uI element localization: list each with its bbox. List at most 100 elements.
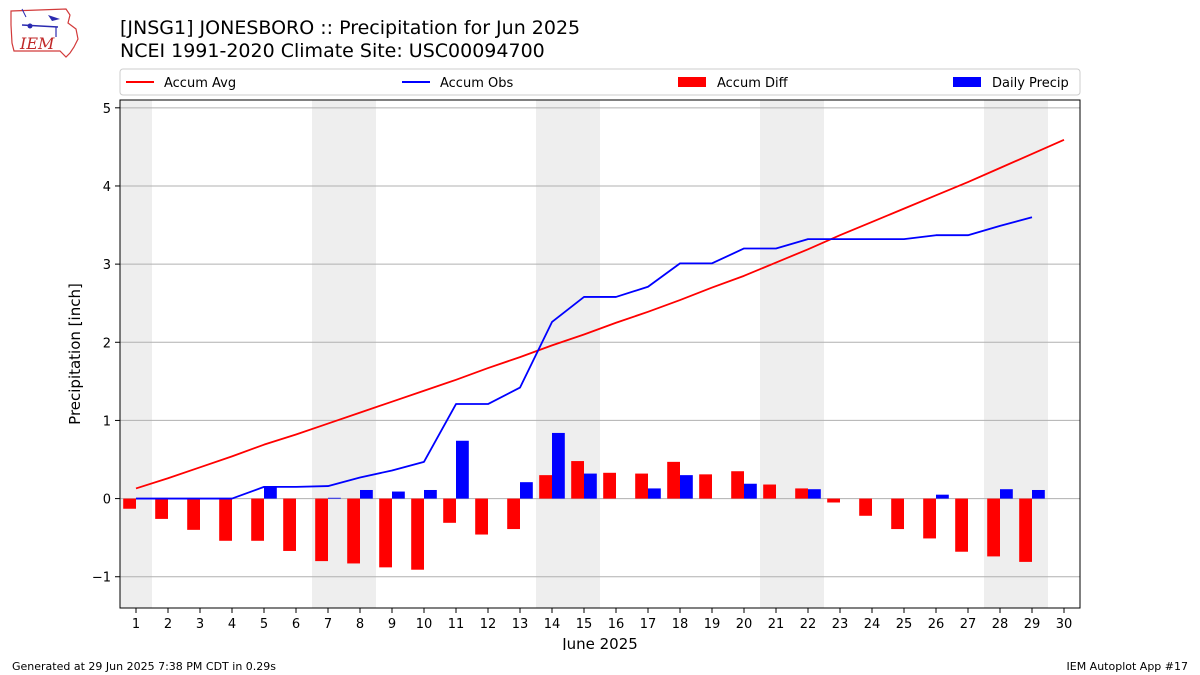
daily-precip-bar-10 <box>424 489 437 499</box>
x-tick-label: 23 <box>832 617 849 632</box>
weekend-shade-2 <box>536 100 600 608</box>
accum-diff-bar-14 <box>539 475 552 499</box>
x-tick-label: 19 <box>704 617 721 632</box>
daily-precip-bar-14 <box>552 432 565 499</box>
generated-timestamp: Generated at 29 Jun 2025 7:38 PM CDT in … <box>12 660 277 673</box>
accum-diff-bar-21 <box>763 484 776 499</box>
daily-precip-bar-5 <box>264 486 277 499</box>
x-tick-label: 20 <box>736 617 753 632</box>
legend-label-daily-precip: Daily Precip <box>992 76 1069 91</box>
x-tick-label: 2 <box>164 617 172 632</box>
bars <box>123 432 1045 570</box>
legend-swatch-daily-precip <box>953 77 981 87</box>
y-tick-label: 2 <box>103 336 111 351</box>
x-tick-label: 14 <box>544 617 561 632</box>
daily-precip-bar-8 <box>360 489 373 499</box>
y-tick-label: −1 <box>92 571 111 586</box>
y-axis-label: Precipitation [inch] <box>66 283 84 425</box>
x-tick-label: 21 <box>768 617 785 632</box>
x-tick-label: 22 <box>800 617 817 632</box>
weekend-shade-0 <box>120 100 152 608</box>
x-tick-label: 10 <box>416 617 433 632</box>
daily-precip-bar-26 <box>936 494 949 499</box>
x-tick-label: 28 <box>992 617 1009 632</box>
x-tick-label: 12 <box>480 617 497 632</box>
iem-logo: IEM <box>10 8 79 58</box>
x-tick-label: 26 <box>928 617 945 632</box>
daily-precip-bar-11 <box>456 440 469 499</box>
y-tick-label: 0 <box>103 493 111 508</box>
x-tick-label: 4 <box>228 617 236 632</box>
accum-diff-bar-19 <box>699 474 712 499</box>
accum-diff-bar-1 <box>123 498 136 509</box>
legend-swatch-accum-diff <box>678 77 706 87</box>
y-tick-label: 3 <box>103 258 111 273</box>
accum-diff-bar-12 <box>475 498 488 535</box>
daily-precip-bar-29 <box>1032 489 1045 499</box>
accum-diff-bar-18 <box>667 461 680 499</box>
x-axis-label: June 2025 <box>561 635 638 650</box>
accum-diff-bar-20 <box>731 471 744 499</box>
accum-diff-bar-4 <box>219 498 232 541</box>
logo-text: IEM <box>19 34 55 53</box>
x-tick-label: 5 <box>260 617 268 632</box>
accum-diff-bar-3 <box>187 498 200 530</box>
x-tick-label: 11 <box>448 617 465 632</box>
accum-diff-bar-2 <box>155 498 168 519</box>
accum-diff-bar-10 <box>411 498 424 570</box>
weekend-shade-3 <box>760 100 824 608</box>
accum-avg-line <box>135 139 1065 490</box>
grid-lines <box>120 107 1080 578</box>
accum-diff-bar-22 <box>795 488 808 499</box>
x-tick-label: 29 <box>1024 617 1041 632</box>
chart-subtitle: NCEI 1991-2020 Climate Site: USC00094700 <box>120 40 545 62</box>
daily-precip-bar-17 <box>648 488 661 499</box>
legend-label-accum-diff: Accum Diff <box>717 76 789 91</box>
x-tick-label: 18 <box>672 617 689 632</box>
legend-box <box>119 68 1081 96</box>
accum-diff-bar-27 <box>955 498 968 552</box>
x-tick-label: 1 <box>132 617 140 632</box>
x-tick-label: 7 <box>324 617 332 632</box>
legend-label-accum-obs: Accum Obs <box>440 76 513 91</box>
accum-diff-bar-7 <box>315 498 328 562</box>
accum-diff-bar-28 <box>987 498 1000 557</box>
accum-diff-bar-23 <box>827 498 840 503</box>
accum-diff-bar-8 <box>347 498 360 564</box>
accum-diff-bar-17 <box>635 473 648 499</box>
x-tick-label: 8 <box>356 617 364 632</box>
x-tick-label: 15 <box>576 617 593 632</box>
app-label: IEM Autoplot App #17 <box>1066 660 1189 673</box>
daily-precip-bar-15 <box>584 473 597 499</box>
x-tick-label: 13 <box>512 617 529 632</box>
accum-diff-bar-25 <box>891 498 904 530</box>
iowa-outline-icon <box>10 8 79 58</box>
lines <box>135 139 1065 500</box>
y-tick-label: 1 <box>103 414 111 429</box>
accum-diff-bar-29 <box>1019 498 1032 562</box>
accum-diff-bar-26 <box>923 498 936 539</box>
x-tick-label: 3 <box>196 617 204 632</box>
x-tick-label: 6 <box>292 617 300 632</box>
x-tick-label: 17 <box>640 617 657 632</box>
y-tick-label: 5 <box>103 102 111 117</box>
daily-precip-bar-7 <box>328 497 341 499</box>
accum-diff-bar-24 <box>859 498 872 516</box>
x-tick-label: 27 <box>960 617 977 632</box>
x-tick-label: 24 <box>864 617 881 632</box>
accum-diff-bar-15 <box>571 461 584 499</box>
x-tick-label: 9 <box>388 617 396 632</box>
legend-label-accum-avg: Accum Avg <box>164 76 236 91</box>
accum-diff-bar-13 <box>507 498 520 530</box>
accum-obs-line <box>136 216 1033 500</box>
accum-diff-bar-5 <box>251 498 264 541</box>
daily-precip-bar-18 <box>680 475 693 499</box>
daily-precip-bar-28 <box>1000 489 1013 499</box>
accum-diff-bar-6 <box>283 498 296 551</box>
accum-diff-bar-16 <box>603 472 616 499</box>
accum-diff-bar-11 <box>443 498 456 523</box>
legend: Accum Avg Accum Obs Accum Diff Daily Precip <box>119 68 1081 96</box>
chart-title: [JNSG1] JONESBORO :: Precipitation for J… <box>120 17 581 39</box>
